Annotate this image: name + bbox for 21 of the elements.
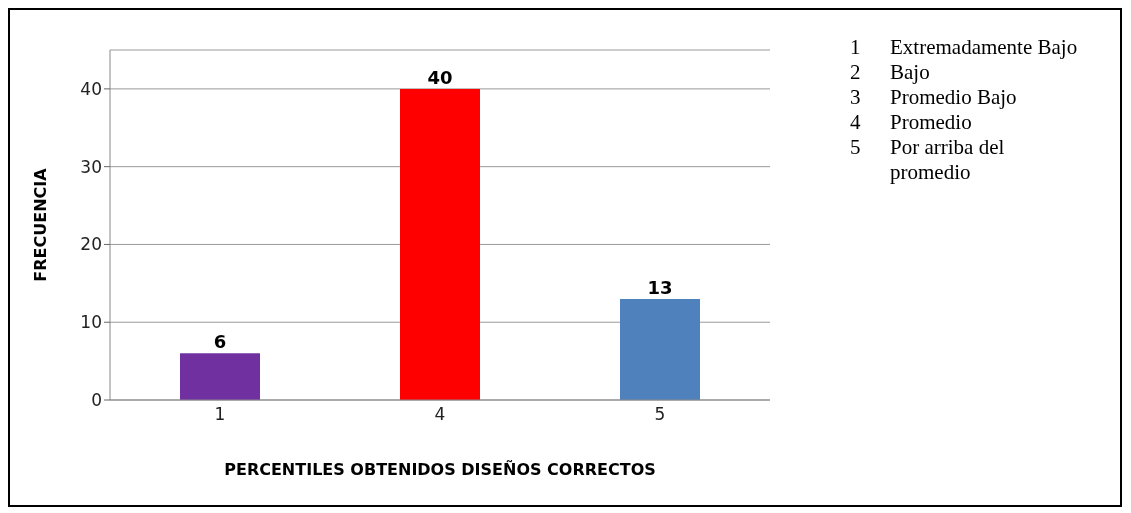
y-tick-label: 30 bbox=[80, 156, 102, 177]
y-tick-label: 0 bbox=[91, 390, 102, 411]
text: 1 Extremadamente Bajo bbox=[850, 35, 1078, 59]
y-tick-label: 40 bbox=[80, 78, 102, 99]
text: 2 Bajo bbox=[850, 60, 930, 84]
x-axis-title: PERCENTILES OBTENIDOS DISEÑOS CORRECTOS bbox=[224, 460, 656, 479]
bar bbox=[400, 88, 480, 400]
bar bbox=[620, 298, 700, 400]
text: 4 Promedio bbox=[850, 110, 972, 134]
data-label: 6 bbox=[213, 331, 227, 353]
x-tick-label: 5 bbox=[654, 404, 666, 425]
x-tick-label: 1 bbox=[214, 404, 226, 425]
data-label: 40 bbox=[427, 66, 453, 88]
text: 3 Promedio Bajo bbox=[850, 85, 1017, 109]
bar bbox=[180, 353, 260, 400]
y-axis-title: FRECUENCIA bbox=[30, 167, 50, 282]
y-tick-label: 10 bbox=[80, 312, 102, 333]
text: 5 Por arriba del promedio bbox=[850, 135, 1005, 184]
x-tick-label: 4 bbox=[434, 404, 446, 425]
data-label: 13 bbox=[647, 276, 673, 298]
y-tick-label: 20 bbox=[80, 234, 102, 255]
